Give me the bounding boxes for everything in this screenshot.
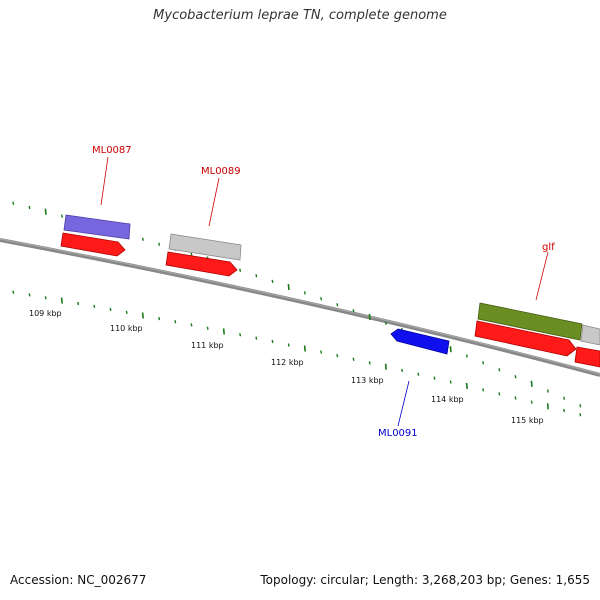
inner-tick: [498, 392, 501, 396]
cds-arrow-ml0089[interactable]: [165, 251, 238, 277]
scale-label-115: 115 kbp: [511, 416, 544, 425]
outer-tick: [336, 303, 339, 307]
outer-tick: [320, 297, 323, 301]
outer-tick: [384, 321, 387, 325]
gene-label-ml0089[interactable]: ML0089: [201, 166, 241, 177]
leader-ml0089: [208, 177, 220, 227]
inner-tick: [563, 408, 566, 413]
outer-tick: [158, 242, 161, 246]
inner-tick-row: [12, 290, 582, 417]
leader-glf: [535, 251, 549, 301]
inner-tick: [60, 297, 63, 304]
inner-tick: [255, 336, 258, 340]
outer-tick: [368, 313, 371, 321]
inner-tick: [352, 357, 355, 361]
outer-tick: [579, 404, 582, 408]
inner-tick: [530, 400, 533, 404]
leader-ml0087: [100, 156, 109, 206]
outer-tick: [287, 284, 290, 291]
outer-tick: [514, 375, 517, 379]
inner-tick: [287, 343, 290, 347]
outer-tick: [190, 252, 193, 257]
genome-summary-text: Topology: circular; Length: 3,268,203 bp…: [260, 573, 590, 587]
scale-label-109: 109 kbp: [29, 309, 62, 318]
cds-arrow-ml0091[interactable]: [390, 328, 450, 355]
genome-backbone-highlight: [0, 238, 600, 375]
inner-tick: [433, 376, 436, 380]
inner-tick: [12, 290, 15, 294]
map-title: Mycobacterium leprae TN, complete genome: [153, 8, 447, 23]
outer-tick: [141, 237, 144, 241]
inner-tick: [336, 353, 339, 358]
inner-tick: [109, 307, 112, 312]
outer-tick: [352, 309, 355, 313]
inner-tick: [579, 413, 582, 417]
genome-backbone: [0, 238, 600, 377]
inner-tick: [174, 320, 177, 324]
gene-label-glf[interactable]: glf: [542, 242, 555, 253]
inner-tick: [44, 296, 47, 300]
inner-tick: [206, 326, 209, 330]
outer-tick: [530, 380, 533, 387]
inner-tick: [239, 333, 242, 337]
outer-tick: [28, 205, 31, 210]
inner-tick: [417, 372, 420, 376]
outer-tick: [303, 291, 306, 295]
scale-label-110: 110 kbp: [110, 324, 143, 333]
inner-tick: [141, 312, 144, 319]
leader-ml0091: [397, 380, 410, 427]
outer-tick: [60, 214, 63, 218]
inner-tick: [303, 345, 306, 352]
inner-tick: [546, 403, 549, 410]
scale-label-113: 113 kbp: [351, 376, 384, 385]
scale-label-112: 112 kbp: [271, 358, 304, 367]
inner-tick: [514, 396, 517, 400]
inner-tick: [465, 382, 468, 389]
outer-tick: [449, 346, 452, 353]
gene-ml0087-feature[interactable]: [63, 214, 131, 240]
outer-tick: [255, 274, 258, 278]
outer-tick: [563, 396, 566, 400]
gene-label-ml0091[interactable]: ML0091: [378, 428, 418, 439]
inner-tick: [125, 310, 128, 315]
outer-tick: [239, 268, 242, 272]
cds-arrow-ml0087[interactable]: [60, 232, 126, 257]
inner-tick: [368, 361, 371, 365]
outer-tick: [465, 354, 468, 358]
inner-tick: [222, 328, 225, 335]
inner-tick: [449, 380, 452, 384]
accession-text: Accession: NC_002677: [10, 573, 147, 587]
inner-tick: [384, 363, 387, 370]
scale-label-114: 114 kbp: [431, 395, 464, 404]
outer-tick: [44, 208, 47, 215]
outer-tick: [271, 279, 274, 284]
inner-tick: [28, 293, 31, 297]
outer-tick: [482, 361, 485, 365]
outer-tick: [498, 368, 501, 372]
cds-arrow-next[interactable]: [574, 346, 600, 368]
inner-tick: [482, 388, 485, 392]
inner-tick: [320, 350, 323, 354]
inner-tick: [271, 339, 274, 344]
inner-tick: [158, 316, 161, 321]
gene-next-grey-feature[interactable]: [580, 324, 600, 346]
scale-label-111: 111 kbp: [191, 341, 224, 350]
outer-tick: [12, 201, 15, 205]
inner-tick: [77, 301, 80, 306]
gene-ml0089-feature[interactable]: [168, 233, 242, 261]
inner-tick: [93, 304, 96, 309]
inner-tick: [401, 368, 404, 373]
cds-arrow-glf[interactable]: [474, 320, 577, 357]
gene-label-ml0087[interactable]: ML0087: [92, 145, 132, 156]
inner-tick: [190, 323, 193, 327]
outer-tick: [546, 389, 549, 393]
gene-glf-feature[interactable]: [477, 302, 583, 341]
